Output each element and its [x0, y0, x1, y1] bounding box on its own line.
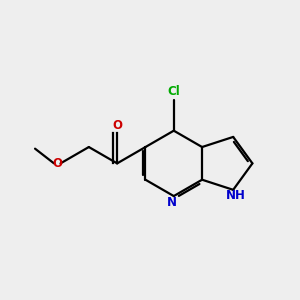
- Text: NH: NH: [226, 189, 246, 202]
- Text: Cl: Cl: [167, 85, 180, 98]
- Text: O: O: [112, 119, 122, 132]
- Text: N: N: [167, 196, 177, 209]
- Text: O: O: [52, 157, 62, 170]
